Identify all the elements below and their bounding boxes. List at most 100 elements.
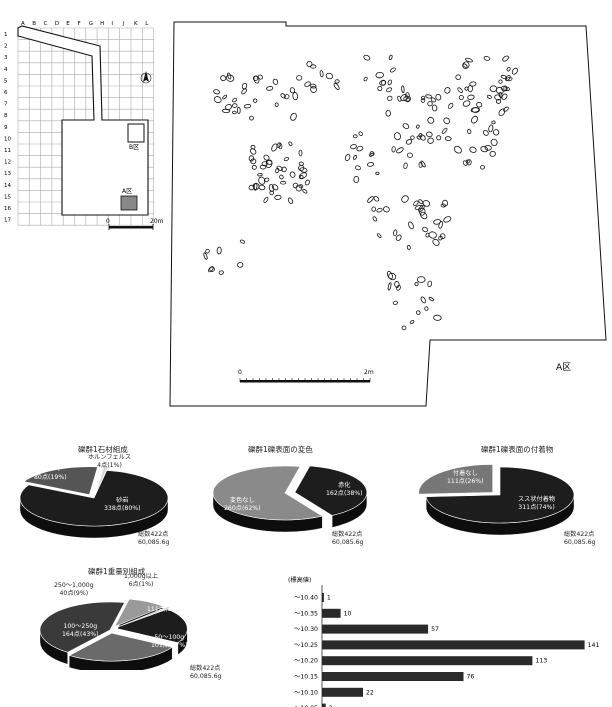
cobble-outline — [224, 104, 232, 111]
cobble-outline — [483, 55, 491, 61]
pie0-label-chert: チャート 80点(19%) — [34, 466, 67, 481]
cobble-outlines — [203, 54, 518, 331]
cobble-outline — [388, 54, 393, 61]
cobble-outline — [405, 139, 413, 145]
cobble-outline — [420, 211, 428, 220]
cobble-outline — [488, 124, 494, 133]
cobble-outline — [271, 143, 278, 152]
grid-row-label: 5 — [4, 78, 8, 84]
pie-chart-weight — [39, 598, 188, 670]
cobble-outline — [263, 177, 270, 183]
cobble-outline — [467, 94, 475, 100]
pie1-total: 総数422点 60,085.6g — [332, 531, 364, 546]
grid-row-label: 16 — [4, 206, 11, 212]
cobble-outline — [490, 138, 498, 147]
cobble-outline — [253, 98, 258, 103]
bar-category-label: 〜10.05 — [294, 705, 318, 707]
grid-row-label: 12 — [4, 160, 11, 166]
area-a-box — [120, 195, 138, 211]
cobble-outline — [249, 115, 254, 121]
cobble-outline — [427, 137, 434, 144]
cobble-outline — [428, 296, 434, 302]
cobble-outline — [393, 229, 398, 237]
cobble-outline — [469, 146, 477, 153]
cobble-outline — [237, 262, 244, 268]
area-b-label: B区 — [129, 144, 139, 151]
cobble-outline — [394, 281, 400, 288]
cobble-outline — [401, 85, 405, 94]
cobble-outline — [366, 162, 375, 167]
cobble-outline — [243, 104, 252, 109]
cobble-outline — [503, 85, 508, 92]
grid-row-label: 15 — [4, 194, 11, 200]
cobble-outline — [443, 216, 452, 223]
bar-category-label: 〜10.10 — [294, 689, 318, 696]
cobble-outline — [511, 67, 518, 75]
cobble-outline — [392, 300, 398, 305]
site-outline — [17, 25, 149, 216]
pie-title-lithology: 礫群1石材組成 — [78, 445, 128, 454]
cobble-outline — [265, 159, 273, 168]
cobble-outline — [431, 104, 438, 112]
cobble-outline — [427, 280, 433, 288]
cobble-outline — [492, 129, 500, 136]
cobble-outline — [373, 196, 380, 202]
cobble-outline — [263, 196, 269, 203]
cobble-outline — [403, 95, 412, 102]
cobble-outline — [506, 66, 511, 72]
grid-row-label: 9 — [4, 125, 8, 131]
pie0-label-sandstone: 砂岩 338点(80%) — [104, 497, 141, 512]
pie0-total: 総数422点 60,085.6g — [138, 531, 170, 546]
cobble-outline — [418, 161, 423, 168]
cobble-outline — [375, 71, 384, 79]
pie-slice — [118, 606, 172, 627]
cobble-outline — [420, 98, 426, 103]
pie-slice — [68, 632, 173, 662]
grid-row-label: 7 — [4, 102, 8, 108]
cobble-outline — [443, 117, 451, 125]
cobble-outline — [430, 97, 436, 103]
cobble-outline — [377, 85, 383, 91]
bar-axis-title: (標高値) — [288, 576, 311, 584]
grid-column-label: A — [21, 21, 25, 27]
cobble-outline — [387, 95, 393, 102]
cobble-outline — [419, 134, 426, 141]
cobble-outline — [470, 107, 480, 113]
cobble-outline — [310, 85, 317, 93]
cobble-outline — [375, 171, 380, 175]
bar-category-label: 〜10.40 — [294, 595, 318, 602]
cobble-outline — [288, 141, 293, 147]
bar-value-label: 57 — [431, 626, 439, 633]
cobble-outline — [236, 106, 241, 114]
cobble-outline — [304, 81, 311, 87]
bar — [322, 703, 326, 707]
cobble-outline — [466, 159, 472, 166]
bar — [322, 624, 429, 634]
cobble-outline — [283, 94, 290, 100]
cobble-outline — [280, 93, 286, 99]
bar-value-label: 76 — [467, 674, 475, 681]
cobble-outline — [414, 282, 419, 287]
pie-title-discoloration: 礫群1礫表面の変色 — [248, 445, 313, 454]
cobble-outline — [298, 164, 305, 171]
cobble-outline — [227, 72, 232, 80]
pie-slice — [39, 601, 126, 653]
pie-title-weight: 礫群1重量別組成 — [88, 567, 146, 576]
cobble-outline — [387, 79, 392, 86]
cobble-outline — [393, 132, 401, 141]
cobble-outline — [269, 190, 274, 196]
pie2-label-soot: スス状付着物 311点(74%) — [518, 496, 556, 511]
cobble-outline — [402, 123, 410, 130]
cobble-outline — [406, 244, 411, 250]
cobble-outline — [401, 325, 407, 331]
svg-text:2m: 2m — [364, 369, 374, 376]
cobble-outline — [275, 167, 280, 174]
cobble-outline — [400, 94, 408, 102]
cobble-outline — [290, 112, 297, 121]
cobble-outline — [371, 206, 377, 212]
pie-chart-lithology — [19, 465, 169, 539]
bar — [322, 672, 464, 681]
cobble-outline — [386, 270, 393, 280]
cobble-outline — [295, 184, 303, 192]
